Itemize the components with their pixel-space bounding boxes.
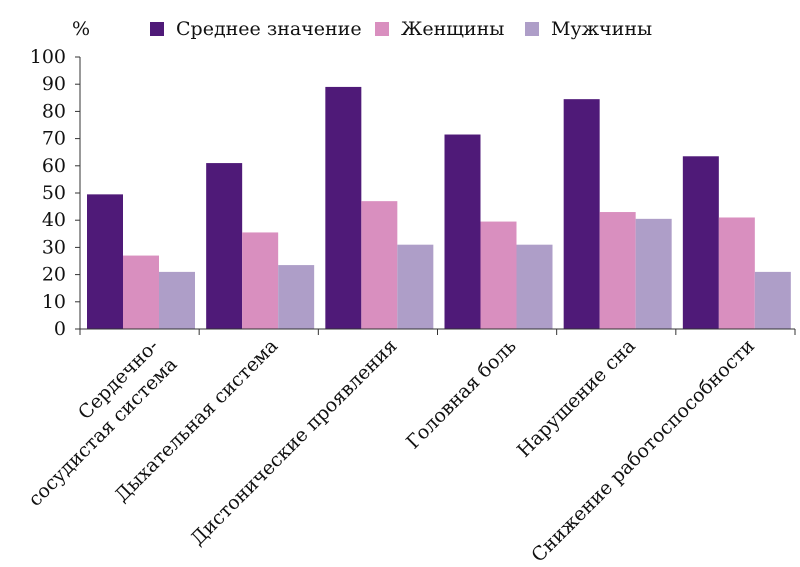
y-tick-label: 90 — [42, 73, 66, 95]
y-tick-label: 30 — [42, 236, 66, 258]
y-tick-label: 20 — [42, 264, 66, 286]
bar — [754, 271, 791, 329]
bar — [206, 163, 243, 329]
bar — [635, 218, 672, 329]
bar — [718, 217, 755, 329]
y-tick-label: 40 — [42, 209, 66, 231]
bar — [361, 201, 398, 329]
legend-swatch — [150, 22, 164, 36]
bar — [87, 194, 123, 329]
bar — [159, 271, 195, 329]
y-tick-label: 50 — [42, 182, 66, 204]
x-category-label: Сердечно-сосудистая система — [6, 335, 182, 511]
legend-swatch — [375, 22, 389, 36]
y-tick-label: 10 — [42, 291, 66, 313]
legend-label: Женщины — [401, 18, 504, 40]
bars — [87, 86, 791, 329]
x-category-label: Дистонические проявления — [187, 335, 402, 550]
y-axis-unit-label: % — [72, 18, 90, 40]
legend-label: Мужчины — [551, 18, 652, 40]
bar — [325, 86, 362, 329]
bar — [242, 232, 279, 329]
legend-label: Среднее значение — [176, 18, 362, 40]
y-axis-ticks: 0 10 20 30 40 50 60 70 80 90 100 — [30, 46, 80, 340]
bar — [397, 244, 434, 329]
legend: Среднее значение Женщины Мужчины — [150, 18, 652, 40]
y-tick-label: 70 — [42, 128, 66, 150]
y-tick-label: 0 — [54, 318, 66, 340]
y-tick-label: 60 — [42, 155, 66, 177]
bar — [563, 99, 600, 329]
x-category-label: Нарушение сна — [513, 335, 640, 462]
y-tick-label: 80 — [42, 100, 66, 122]
bar — [516, 244, 553, 329]
x-category-label: Снижение работоспособности — [527, 335, 759, 567]
legend-swatch — [525, 22, 539, 36]
bar — [480, 221, 517, 329]
bar — [599, 212, 636, 329]
bar — [123, 255, 159, 329]
bar — [278, 265, 315, 329]
y-tick-label: 100 — [30, 46, 66, 68]
bar — [444, 134, 481, 329]
bar — [682, 156, 719, 329]
x-category-label: Головная боль — [402, 335, 520, 453]
axes — [79, 57, 796, 335]
